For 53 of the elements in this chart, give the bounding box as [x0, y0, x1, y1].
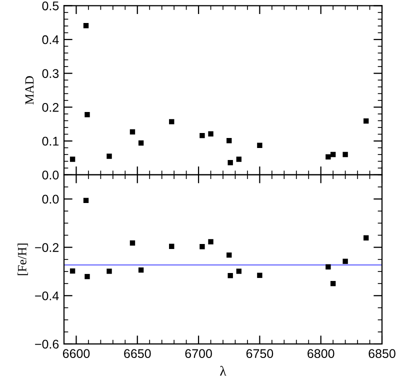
point — [70, 268, 76, 274]
y-tick-label: 0.3 — [42, 69, 59, 78]
point — [200, 132, 205, 138]
point — [342, 152, 348, 158]
point — [106, 154, 112, 159]
point — [364, 235, 369, 240]
y-tick-label: 0.0 — [42, 170, 59, 180]
point — [228, 272, 233, 278]
point — [106, 268, 112, 274]
point — [83, 23, 89, 28]
point — [169, 119, 174, 124]
x-tick-label: 6800 — [308, 349, 334, 358]
y-axis-title: [Fe/H] — [18, 244, 28, 276]
point — [70, 156, 76, 162]
point — [257, 272, 262, 278]
x-tick-label: 6750 — [246, 349, 274, 358]
point — [208, 239, 214, 244]
y-tick-label: −0.4 — [35, 291, 59, 300]
x-axis-title: λ — [220, 366, 226, 376]
x-tick-label: 6650 — [124, 349, 151, 358]
y-tick-label: −0.6 — [35, 340, 59, 349]
point — [364, 118, 369, 124]
y-tick-label: 0.0 — [42, 194, 59, 204]
point — [330, 152, 336, 158]
x-tick-label: 6600 — [62, 349, 90, 358]
y-axis-title: MAD — [25, 76, 34, 104]
x-tick-label: 6700 — [185, 349, 212, 358]
point — [138, 140, 144, 146]
y-tick-label: −0.2 — [35, 243, 59, 252]
y-tick-label: 0.4 — [42, 35, 59, 44]
point — [83, 198, 89, 204]
point — [236, 268, 242, 274]
point — [226, 138, 232, 144]
point — [226, 252, 232, 258]
point — [138, 267, 144, 273]
point — [200, 244, 205, 250]
point — [342, 258, 348, 264]
point — [330, 280, 336, 286]
point — [257, 142, 262, 148]
point — [84, 274, 90, 280]
point — [130, 240, 136, 246]
point — [130, 129, 136, 134]
point — [228, 160, 233, 166]
point — [84, 112, 90, 118]
point — [236, 156, 242, 162]
y-tick-label: 0.1 — [42, 136, 59, 146]
point — [208, 131, 214, 136]
point — [326, 264, 331, 270]
point — [169, 244, 174, 249]
x-tick-label: 6850 — [368, 349, 396, 358]
point — [326, 154, 331, 160]
y-tick-label: 0.5 — [42, 1, 59, 10]
y-tick-label: 0.2 — [42, 102, 59, 112]
